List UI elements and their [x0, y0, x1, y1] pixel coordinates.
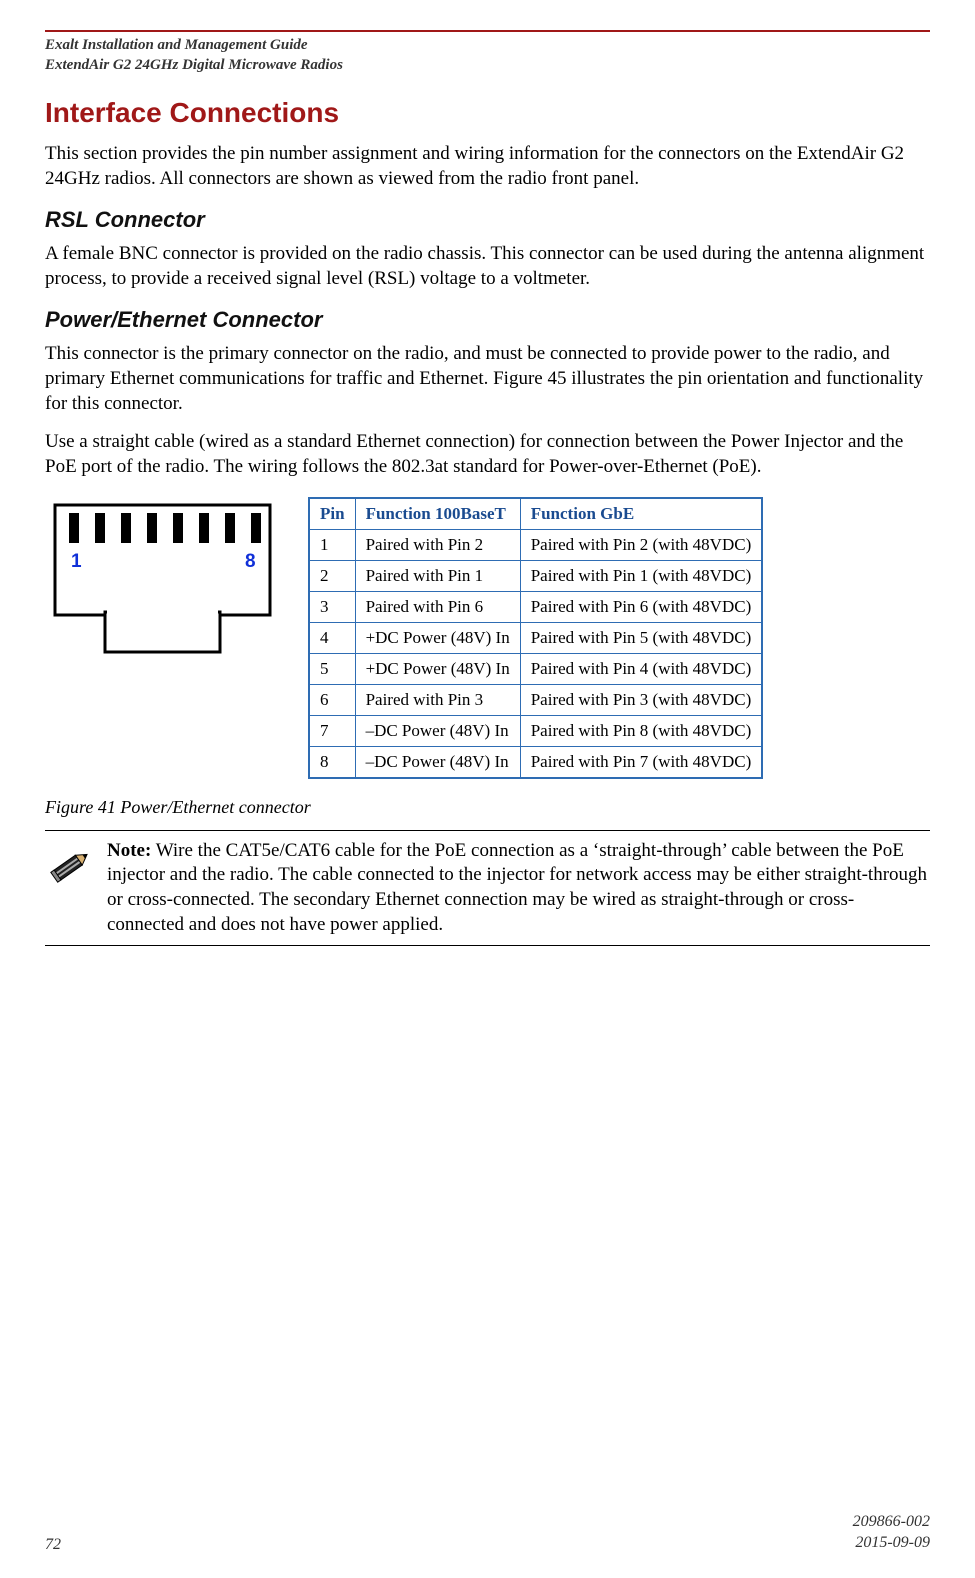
table-cell: Paired with Pin 6: [355, 591, 520, 622]
table-cell: –DC Power (48V) In: [355, 715, 520, 746]
table-cell: 3: [309, 591, 355, 622]
table-cell: 8: [309, 746, 355, 778]
table-cell: Paired with Pin 3: [355, 684, 520, 715]
table-row: 2Paired with Pin 1Paired with Pin 1 (wit…: [309, 560, 762, 591]
table-cell: Paired with Pin 2 (with 48VDC): [520, 529, 762, 560]
table-row: 8–DC Power (48V) InPaired with Pin 7 (wi…: [309, 746, 762, 778]
table-cell: 1: [309, 529, 355, 560]
figure-row: 1 8 Pin Function 100BaseT Function GbE 1…: [45, 497, 930, 779]
svg-text:1: 1: [71, 551, 82, 572]
table-row: 5+DC Power (48V) InPaired with Pin 4 (wi…: [309, 653, 762, 684]
table-cell: Paired with Pin 8 (with 48VDC): [520, 715, 762, 746]
svg-text:8: 8: [245, 551, 256, 572]
header-line-2: ExtendAir G2 24GHz Digital Microwave Rad…: [45, 56, 930, 76]
pin1-label: 1: [71, 551, 82, 572]
table-cell: 6: [309, 684, 355, 715]
pin8-label: 8: [245, 551, 256, 572]
table-cell: Paired with Pin 2: [355, 529, 520, 560]
table-cell: Paired with Pin 4 (with 48VDC): [520, 653, 762, 684]
table-cell: Paired with Pin 6 (with 48VDC): [520, 591, 762, 622]
table-cell: Paired with Pin 1: [355, 560, 520, 591]
rj45-connector-diagram: 1 8: [45, 497, 280, 672]
header-rule: [45, 30, 930, 32]
table-cell: 2: [309, 560, 355, 591]
note-text: Note: Wire the CAT5e/CAT6 cable for the …: [107, 839, 930, 938]
table-cell: –DC Power (48V) In: [355, 746, 520, 778]
page-footer: 72 209866-002 2015-09-09: [45, 1512, 930, 1554]
table-row: 6Paired with Pin 3Paired with Pin 3 (wit…: [309, 684, 762, 715]
col-gbe: Function GbE: [520, 498, 762, 530]
figure-caption: Figure 41 Power/Ethernet connector: [45, 797, 930, 818]
table-cell: 7: [309, 715, 355, 746]
power-heading: Power/Ethernet Connector: [45, 307, 930, 333]
col-100bt: Function 100BaseT: [355, 498, 520, 530]
note-body: Wire the CAT5e/CAT6 cable for the PoE co…: [107, 840, 927, 935]
doc-date: 2015-09-09: [853, 1533, 930, 1554]
table-cell: +DC Power (48V) In: [355, 622, 520, 653]
page-title: Interface Connections: [45, 97, 930, 129]
pin-table: Pin Function 100BaseT Function GbE 1Pair…: [308, 497, 763, 779]
table-cell: +DC Power (48V) In: [355, 653, 520, 684]
col-pin: Pin: [309, 498, 355, 530]
table-row: 3Paired with Pin 6Paired with Pin 6 (wit…: [309, 591, 762, 622]
doc-number: 209866-002: [853, 1512, 930, 1533]
running-header: Exalt Installation and Management Guide …: [45, 36, 930, 75]
header-line-1: Exalt Installation and Management Guide: [45, 36, 930, 56]
table-cell: 4: [309, 622, 355, 653]
pencil-icon: [45, 843, 93, 896]
table-header-row: Pin Function 100BaseT Function GbE: [309, 498, 762, 530]
table-row: 7–DC Power (48V) InPaired with Pin 8 (wi…: [309, 715, 762, 746]
table-cell: 5: [309, 653, 355, 684]
page-number: 72: [45, 1536, 61, 1554]
table-cell: Paired with Pin 3 (with 48VDC): [520, 684, 762, 715]
table-row: 1Paired with Pin 2Paired with Pin 2 (wit…: [309, 529, 762, 560]
table-cell: Paired with Pin 7 (with 48VDC): [520, 746, 762, 778]
note-label: Note:: [107, 840, 151, 861]
power-p1: This connector is the primary connector …: [45, 341, 930, 416]
intro-paragraph: This section provides the pin number ass…: [45, 141, 930, 191]
table-cell: Paired with Pin 1 (with 48VDC): [520, 560, 762, 591]
note-box: Note: Wire the CAT5e/CAT6 cable for the …: [45, 830, 930, 947]
table-row: 4+DC Power (48V) InPaired with Pin 5 (wi…: [309, 622, 762, 653]
power-p2: Use a straight cable (wired as a standar…: [45, 429, 930, 479]
rsl-heading: RSL Connector: [45, 207, 930, 233]
rsl-body: A female BNC connector is provided on th…: [45, 241, 930, 291]
table-cell: Paired with Pin 5 (with 48VDC): [520, 622, 762, 653]
